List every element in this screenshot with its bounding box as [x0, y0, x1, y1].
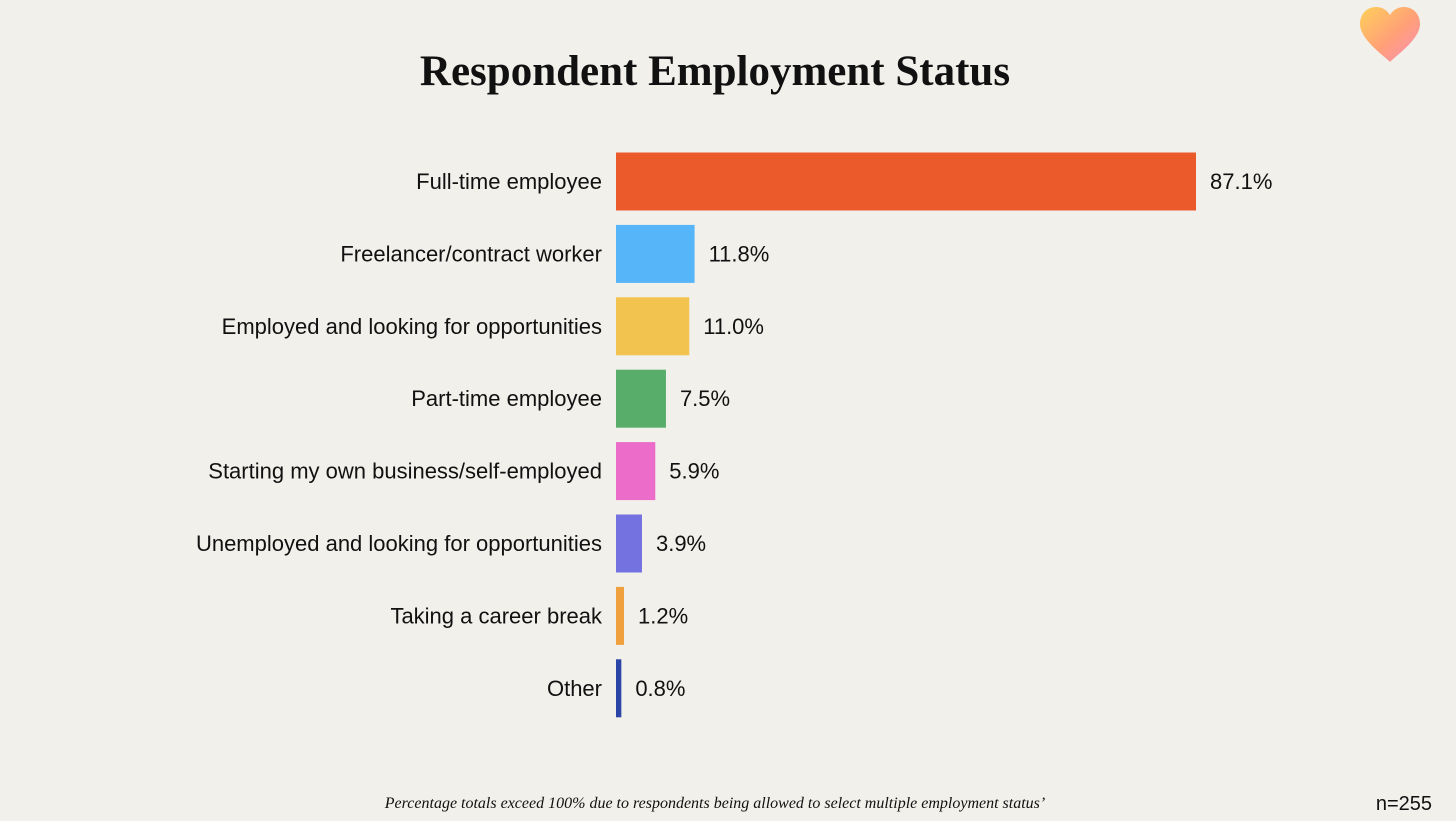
value-label: 3.9% [656, 531, 706, 556]
value-label: 87.1% [1210, 169, 1272, 194]
value-label: 11.0% [703, 314, 764, 339]
bar [616, 659, 622, 718]
category-label: Taking a career break [390, 603, 603, 628]
category-label: Starting my own business/self-employed [208, 459, 602, 484]
category-label: Employed and looking for opportunities [222, 314, 602, 339]
bar [616, 586, 624, 645]
value-label: 1.2% [638, 603, 688, 628]
value-label: 7.5% [680, 386, 730, 411]
bar-chart: Full-time employee 87.1% Freelancer/contra… [196, 152, 1272, 718]
heart-icon [1360, 7, 1420, 62]
bar [616, 514, 642, 573]
bar [616, 297, 690, 356]
footnote: Percentage totals exceed 100% due to res… [384, 795, 1046, 812]
category-label: Other [547, 676, 602, 701]
bar [616, 369, 666, 428]
category-label: Full-time employee [416, 169, 602, 194]
value-label: 11.8% [709, 241, 770, 266]
sample-size: n=255 [1375, 793, 1432, 815]
value-label: 0.8% [635, 676, 685, 701]
category-label: Part-time employee [411, 386, 602, 411]
value-label: 5.9% [669, 459, 719, 484]
category-label: Unemployed and looking for opportunities [196, 531, 602, 556]
category-label: Freelancer/contract worker [340, 241, 602, 266]
chart-title: Respondent Employment Status [419, 48, 1011, 95]
bar [616, 224, 695, 283]
bar [616, 152, 1196, 211]
bar [616, 442, 656, 501]
